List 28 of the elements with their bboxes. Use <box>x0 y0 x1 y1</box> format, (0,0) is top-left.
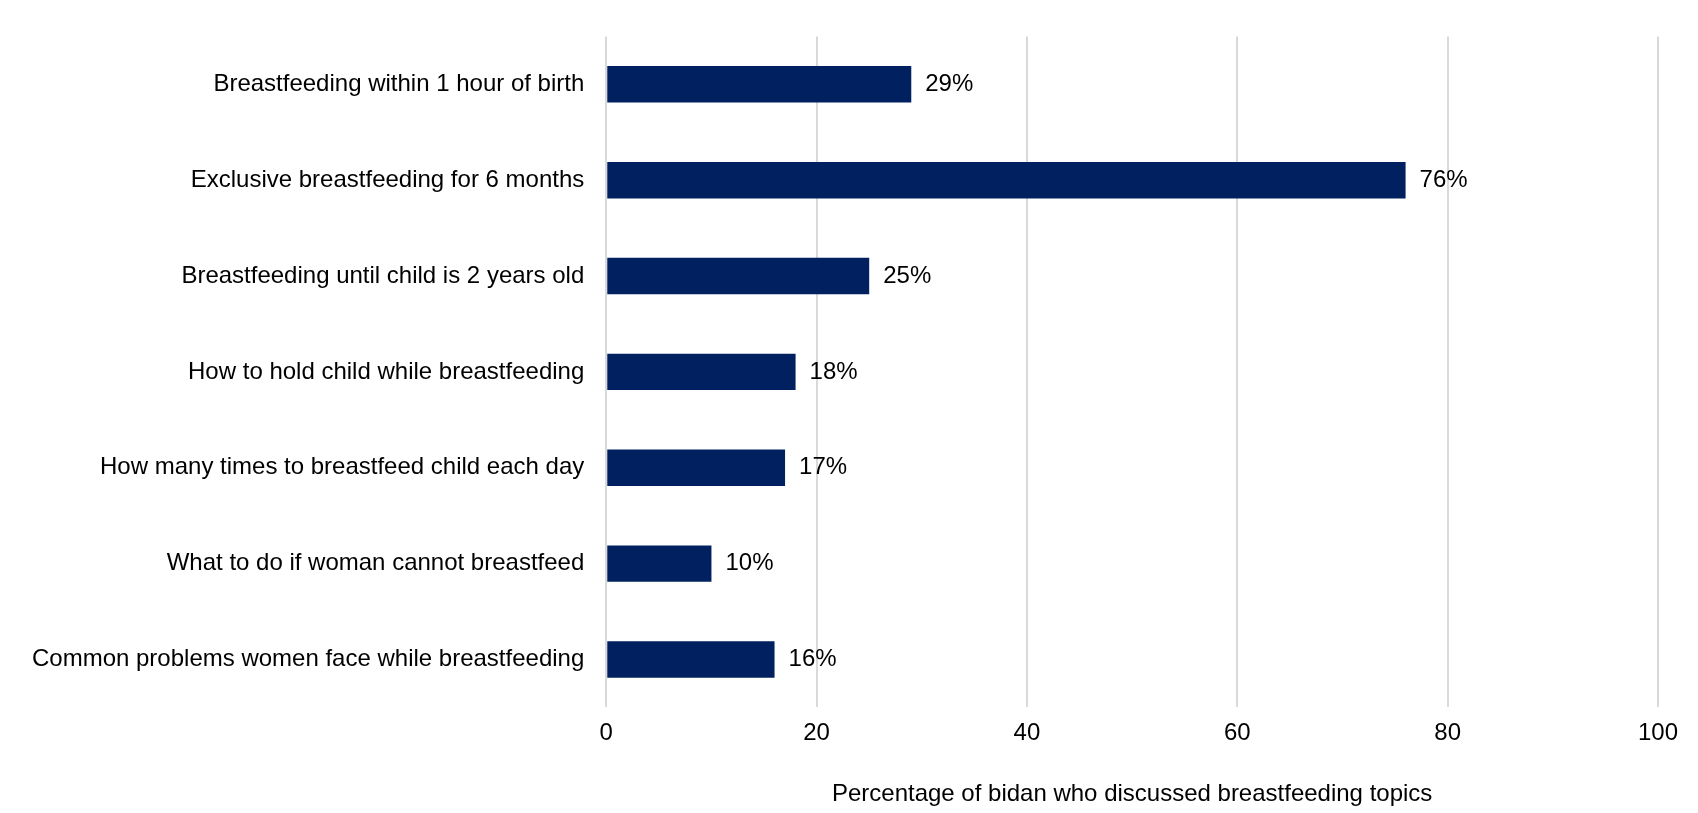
y-tick-label: Exclusive breastfeeding for 6 months <box>190 164 585 192</box>
x-tick-label: 0 <box>599 718 613 746</box>
data-label: 25% <box>883 260 932 288</box>
y-tick-label: What to do if woman cannot breastfeed <box>166 548 585 576</box>
x-tick-label: 80 <box>1434 718 1462 746</box>
bar <box>607 545 712 582</box>
x-tick-label: 40 <box>1013 718 1041 746</box>
y-tick-label: How to hold child while breastfeeding <box>188 356 585 384</box>
data-label: 18% <box>809 356 858 384</box>
data-label: 76% <box>1419 164 1468 192</box>
y-tick-label: Breastfeeding until child is 2 years old <box>181 260 585 288</box>
data-label: 17% <box>799 452 848 480</box>
y-tick-label: Breastfeeding within 1 hour of birth <box>213 68 585 96</box>
data-label: 16% <box>788 644 837 672</box>
data-label: 29% <box>925 68 974 96</box>
data-label: 10% <box>725 548 774 576</box>
bar <box>607 257 870 295</box>
bar <box>607 66 912 103</box>
y-tick-label: Common problems women face while breastfeeding <box>31 644 585 672</box>
x-tick-label: 20 <box>803 718 830 746</box>
bar <box>607 353 796 391</box>
bar <box>607 641 775 678</box>
y-tick-label: How many times to breastfeed child each day <box>100 452 585 480</box>
x-tick-label: 60 <box>1223 718 1251 746</box>
bar <box>607 161 1406 199</box>
x-axis-title: Percentage of bidan who discussed breastfeeding topics <box>831 779 1433 807</box>
bar <box>607 449 786 486</box>
x-tick-label: 100 <box>1637 718 1679 746</box>
